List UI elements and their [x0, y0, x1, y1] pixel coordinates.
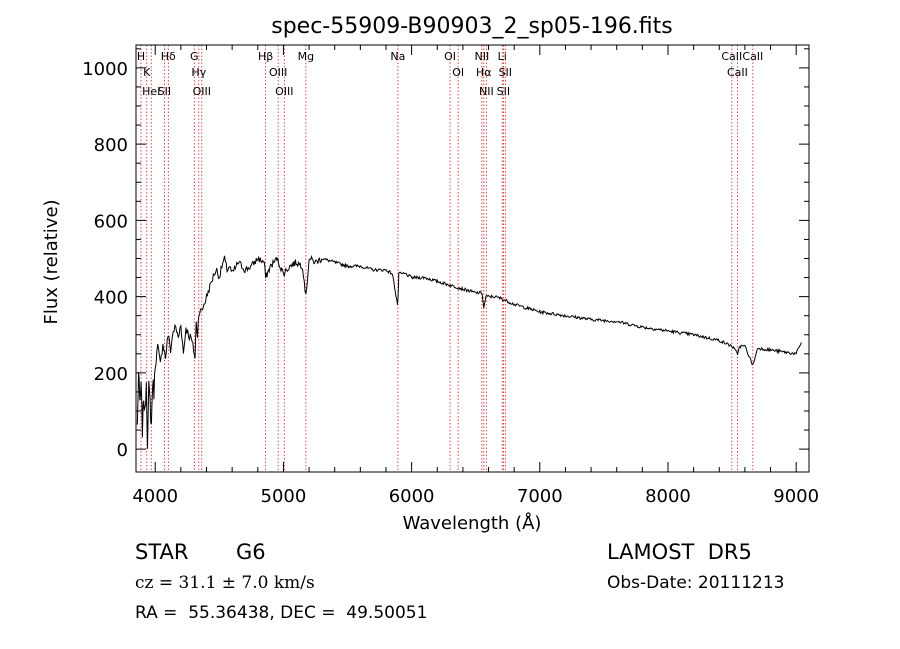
line-label: OIII — [269, 66, 287, 79]
y-tick-label: 600 — [94, 211, 128, 232]
spectral-subclass: G6 — [236, 540, 266, 564]
line-label: K — [143, 66, 151, 79]
line-label: OI — [452, 66, 464, 79]
line-label: H — [137, 50, 145, 63]
line-label: G — [190, 50, 199, 63]
line-label: SII — [497, 85, 510, 98]
y-tick-label: 200 — [94, 364, 128, 385]
x-tick-label: 4000 — [132, 486, 178, 507]
line-label: Hδ — [161, 50, 176, 63]
x-axis-label: Wavelength (Å) — [403, 512, 542, 534]
line-label: OI — [444, 50, 456, 63]
spectrum-series — [136, 254, 802, 449]
x-axis: 4000 5000 6000 7000 8000 9000 — [132, 45, 819, 507]
line-label: OIII — [275, 85, 293, 98]
spectrum-line — [136, 254, 802, 449]
redshift-value: cz = 31.1 ± 7.0 km/s — [135, 573, 315, 593]
line-label: Hγ — [191, 66, 206, 79]
line-label: HeI — [142, 85, 160, 98]
spectral-line-markers — [140, 45, 754, 472]
line-label: Mg — [298, 50, 314, 63]
object-class: STAR — [135, 540, 189, 564]
line-label: CaII — [721, 50, 742, 63]
y-tick-label: 1000 — [82, 59, 128, 80]
line-label: SII — [158, 85, 171, 98]
line-label: SII — [499, 66, 512, 79]
x-tick-label: 5000 — [261, 486, 307, 507]
line-label: Hβ — [258, 50, 273, 63]
y-tick-label: 400 — [94, 288, 128, 309]
y-axis-label: Flux (relative) — [41, 199, 62, 324]
x-tick-label: 7000 — [517, 486, 563, 507]
x-tick-label: 8000 — [645, 486, 691, 507]
x-tick-label: 6000 — [389, 486, 435, 507]
chart-title: spec-55909-B90903_2_sp05-196.fits — [271, 14, 673, 39]
observation-date: Obs-Date: 20111213 — [607, 573, 785, 593]
plot-frame — [135, 44, 810, 473]
line-label: NII — [479, 85, 494, 98]
y-tick-label: 0 — [117, 440, 128, 461]
line-label: Na — [390, 50, 405, 63]
y-tick-label: 800 — [94, 135, 128, 156]
line-label: Hα — [476, 66, 492, 79]
line-label: NII — [474, 50, 489, 63]
line-label: OIII — [193, 85, 211, 98]
y-axis: 0 200 400 600 800 1000 — [82, 48, 809, 461]
x-tick-label: 9000 — [773, 486, 819, 507]
line-label: CaII — [742, 50, 763, 63]
survey-name: LAMOST DR5 — [607, 540, 752, 564]
line-label: CaII — [727, 66, 748, 79]
coordinates: RA = 55.36438, DEC = 49.50051 — [135, 603, 428, 623]
line-label: Li — [498, 50, 507, 63]
spectral-line-labels: HK HeI Hδ SII G Hγ OIII Hβ OIII OIII Mg Na OI OI NII Hα… — [137, 50, 763, 98]
